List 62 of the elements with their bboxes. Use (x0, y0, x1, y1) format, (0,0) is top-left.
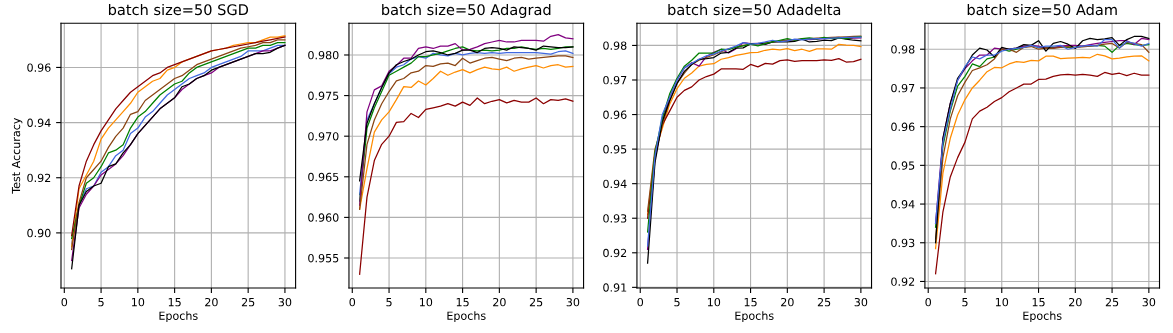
y-tick-label: 0.98 (603, 41, 627, 50)
y-tick-label: 0.94 (27, 118, 51, 127)
x-tick-label: 10 (419, 297, 433, 307)
y-tick-label: 0.975 (308, 91, 339, 100)
x-tick-label: 30 (854, 297, 868, 307)
y-tick-label: 0.96 (27, 63, 51, 72)
x-tick-label: 10 (995, 297, 1009, 307)
y-tick-label: 0.90 (27, 228, 51, 238)
y-tick-label: 0.93 (603, 214, 627, 223)
y-tick-label: 0.96 (603, 110, 627, 119)
x-tick-label: 15 (456, 298, 469, 307)
y-tick-label: 0.970 (308, 132, 339, 141)
y-tick-label: 0.95 (603, 145, 627, 154)
y-tick-label: 0.92 (27, 173, 51, 183)
y-tick-label: 0.980 (308, 50, 339, 60)
x-tick-label: 5 (386, 298, 392, 307)
x-tick-label: 5 (98, 298, 104, 307)
x-tick-label: 0 (349, 297, 356, 307)
y-tick-label: 0.97 (891, 83, 915, 93)
chart-title: batch size=50 Adagrad (382, 3, 551, 19)
chart-title: batch size=50 Adadelta (668, 3, 841, 16)
x-axis-title: Epochs (1023, 311, 1062, 323)
x-tick-label: 0 (925, 297, 932, 307)
x-tick-label: 10 (707, 297, 721, 307)
y-tick-label: 0.95 (891, 161, 915, 170)
x-tick-label: 0 (637, 297, 644, 307)
y-tick-label: 0.96 (891, 122, 915, 132)
x-tick-label: 15 (168, 298, 181, 307)
y-tick-label: 0.955 (308, 253, 339, 263)
chart-title: batch size=50 SGD (108, 3, 249, 16)
x-tick-label: 5 (962, 298, 968, 307)
y-axis-title: Test Accuracy (11, 117, 23, 194)
x-axis-title: Epochs (159, 311, 198, 323)
x-tick-label: 20 (493, 297, 506, 307)
x-tick-label: 25 (1105, 297, 1119, 307)
x-tick-label: 30 (1142, 297, 1156, 307)
x-tick-label: 20 (205, 297, 218, 307)
x-tick-label: 5 (674, 298, 680, 307)
y-tick-label: 0.960 (308, 213, 339, 222)
y-tick-label: 0.92 (603, 248, 627, 258)
x-tick-label: 30 (278, 297, 292, 307)
y-tick-label: 0.94 (603, 179, 627, 189)
x-tick-label: 20 (1069, 297, 1082, 307)
y-tick-label: 0.98 (891, 45, 915, 54)
x-tick-label: 30 (566, 297, 580, 307)
x-tick-label: 15 (744, 298, 757, 307)
x-axis-title: Epochs (735, 311, 774, 323)
y-tick-label: 0.92 (891, 277, 915, 286)
chart-title: batch size=50 Adam (967, 3, 1117, 16)
x-tick-label: 10 (132, 297, 145, 307)
x-axis-title: Epochs (447, 311, 486, 323)
y-tick-label: 0.93 (891, 238, 915, 248)
x-tick-label: 25 (817, 297, 831, 307)
y-tick-label: 0.965 (308, 172, 339, 182)
x-tick-label: 20 (781, 297, 794, 307)
x-tick-label: 25 (529, 297, 543, 307)
y-tick-label: 0.97 (603, 75, 627, 85)
x-tick-label: 15 (1032, 298, 1045, 307)
y-tick-label: 0.94 (891, 200, 915, 209)
x-tick-label: 25 (241, 297, 255, 307)
y-tick-label: 0.91 (603, 283, 627, 292)
x-tick-label: 0 (61, 297, 68, 307)
